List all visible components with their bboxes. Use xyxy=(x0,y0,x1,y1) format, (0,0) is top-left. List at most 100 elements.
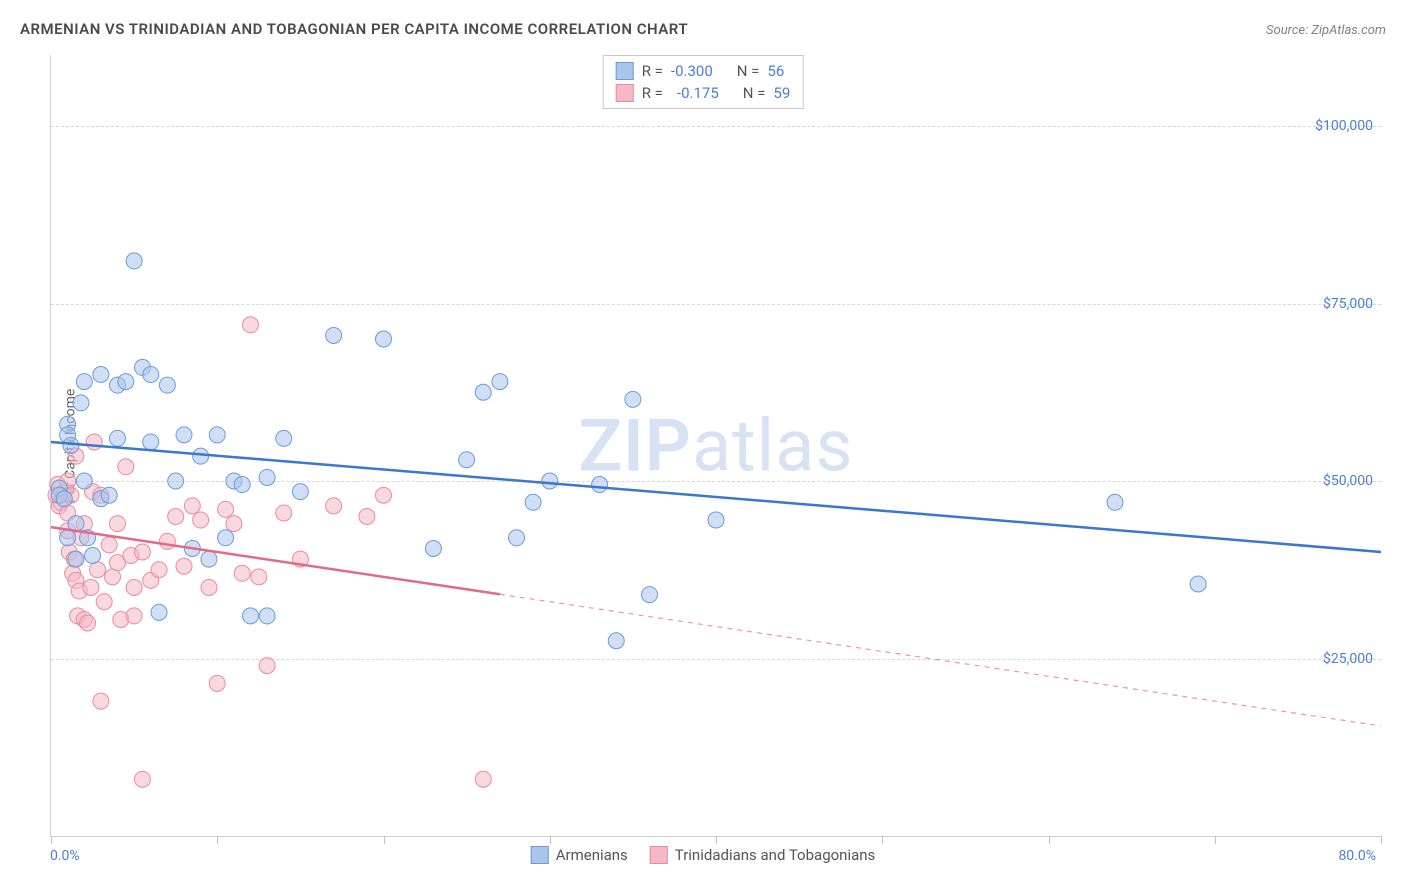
data-point xyxy=(459,452,475,468)
data-point xyxy=(259,608,275,624)
x-tick xyxy=(550,836,551,844)
data-point xyxy=(80,615,96,631)
trend-line xyxy=(51,442,1381,552)
swatch-trinidadians xyxy=(616,84,634,102)
data-point xyxy=(96,594,112,610)
data-point xyxy=(134,771,150,787)
data-point xyxy=(234,477,250,493)
data-point xyxy=(251,569,267,585)
data-point xyxy=(159,377,175,393)
data-point xyxy=(209,427,225,443)
x-axis-max-label: 80.0% xyxy=(1338,848,1376,864)
data-point xyxy=(243,608,259,624)
x-tick xyxy=(1381,836,1382,844)
series-legend: Armenians Trinidadians and Tobagonians xyxy=(531,846,876,864)
data-point xyxy=(93,367,109,383)
data-point xyxy=(218,530,234,546)
data-point xyxy=(326,498,342,514)
data-point xyxy=(509,530,525,546)
data-point xyxy=(259,469,275,485)
legend-row-trinidadians: R = -0.175 N = 59 xyxy=(616,82,791,104)
data-point xyxy=(276,505,292,521)
data-point xyxy=(184,498,200,514)
data-point xyxy=(193,448,209,464)
data-point xyxy=(110,430,126,446)
trend-line xyxy=(500,594,1381,726)
data-point xyxy=(126,580,142,596)
data-point xyxy=(93,693,109,709)
swatch-trinidadians-icon xyxy=(650,846,668,864)
data-point xyxy=(168,473,184,489)
scatter-plot-svg xyxy=(51,55,1381,836)
source-label: Source: ZipAtlas.com xyxy=(1266,23,1386,38)
chart-plot-area: ZIPatlas $25,000$50,000$75,000$100,000 xyxy=(50,55,1381,837)
data-point xyxy=(118,459,134,475)
data-point xyxy=(90,562,106,578)
data-point xyxy=(101,537,117,553)
data-point xyxy=(475,771,491,787)
data-point xyxy=(143,367,159,383)
data-point xyxy=(143,434,159,450)
data-point xyxy=(209,675,225,691)
data-point xyxy=(101,487,117,503)
data-point xyxy=(83,580,99,596)
data-point xyxy=(542,473,558,489)
data-point xyxy=(110,516,126,532)
x-axis-min-label: 0.0% xyxy=(50,848,80,864)
data-point xyxy=(56,491,72,507)
data-point xyxy=(1107,494,1123,510)
data-point xyxy=(243,317,259,333)
x-tick xyxy=(882,836,883,844)
data-point xyxy=(151,562,167,578)
data-point xyxy=(608,633,624,649)
data-point xyxy=(76,374,92,390)
data-point xyxy=(60,530,76,546)
data-point xyxy=(151,604,167,620)
x-tick xyxy=(1215,836,1216,844)
correlation-legend: R = -0.300 N = 56 R = -0.175 N = 59 xyxy=(603,55,804,109)
data-point xyxy=(234,565,250,581)
data-point xyxy=(126,253,142,269)
data-point xyxy=(201,580,217,596)
data-point xyxy=(168,509,184,525)
data-point xyxy=(642,587,658,603)
data-point xyxy=(326,327,342,343)
data-point xyxy=(376,487,392,503)
data-point xyxy=(226,516,242,532)
data-point xyxy=(159,533,175,549)
data-point xyxy=(525,494,541,510)
data-point xyxy=(105,569,121,585)
data-point xyxy=(376,331,392,347)
x-tick xyxy=(716,836,717,844)
data-point xyxy=(68,551,84,567)
data-point xyxy=(73,395,89,411)
data-point xyxy=(625,391,641,407)
legend-row-armenians: R = -0.300 N = 56 xyxy=(616,60,791,82)
data-point xyxy=(292,484,308,500)
data-point xyxy=(76,473,92,489)
data-point xyxy=(201,551,217,567)
data-point xyxy=(276,430,292,446)
data-point xyxy=(1190,576,1206,592)
x-tick xyxy=(384,836,385,844)
data-point xyxy=(176,558,192,574)
data-point xyxy=(592,477,608,493)
data-point xyxy=(708,512,724,528)
legend-item-armenians: Armenians xyxy=(531,846,628,864)
data-point xyxy=(475,384,491,400)
x-tick xyxy=(51,836,52,844)
data-point xyxy=(134,544,150,560)
x-tick xyxy=(217,836,218,844)
swatch-armenians-icon xyxy=(531,846,549,864)
data-point xyxy=(359,509,375,525)
data-point xyxy=(492,374,508,390)
data-point xyxy=(86,434,102,450)
swatch-armenians xyxy=(616,62,634,80)
data-point xyxy=(218,501,234,517)
data-point xyxy=(63,438,79,454)
x-tick xyxy=(1049,836,1050,844)
data-point xyxy=(425,540,441,556)
data-point xyxy=(85,548,101,564)
data-point xyxy=(259,658,275,674)
data-point xyxy=(126,608,142,624)
